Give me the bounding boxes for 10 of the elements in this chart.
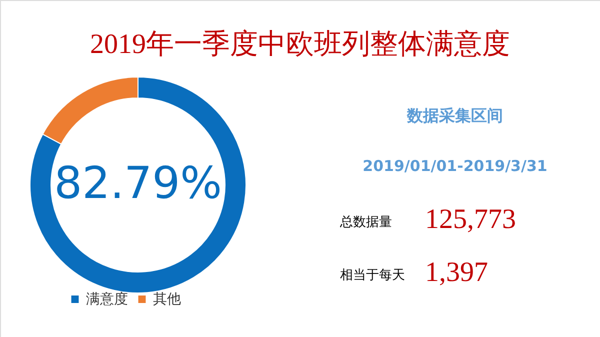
- text: 1,397: [425, 257, 488, 288]
- text: 125,773: [425, 204, 516, 235]
- chart-title: 2019年一季度中欧班列整体满意度: [90, 29, 510, 60]
- text: 总数据量: [339, 215, 392, 230]
- text: 相当于每天: [340, 268, 405, 283]
- text: 数据采集区间: [406, 106, 503, 125]
- legend-label: 其他: [153, 291, 181, 308]
- data-label: 82.79%: [54, 158, 222, 209]
- text: 2019/01/01-2019/3/31: [362, 157, 548, 175]
- legend-label: 满意度: [86, 291, 128, 308]
